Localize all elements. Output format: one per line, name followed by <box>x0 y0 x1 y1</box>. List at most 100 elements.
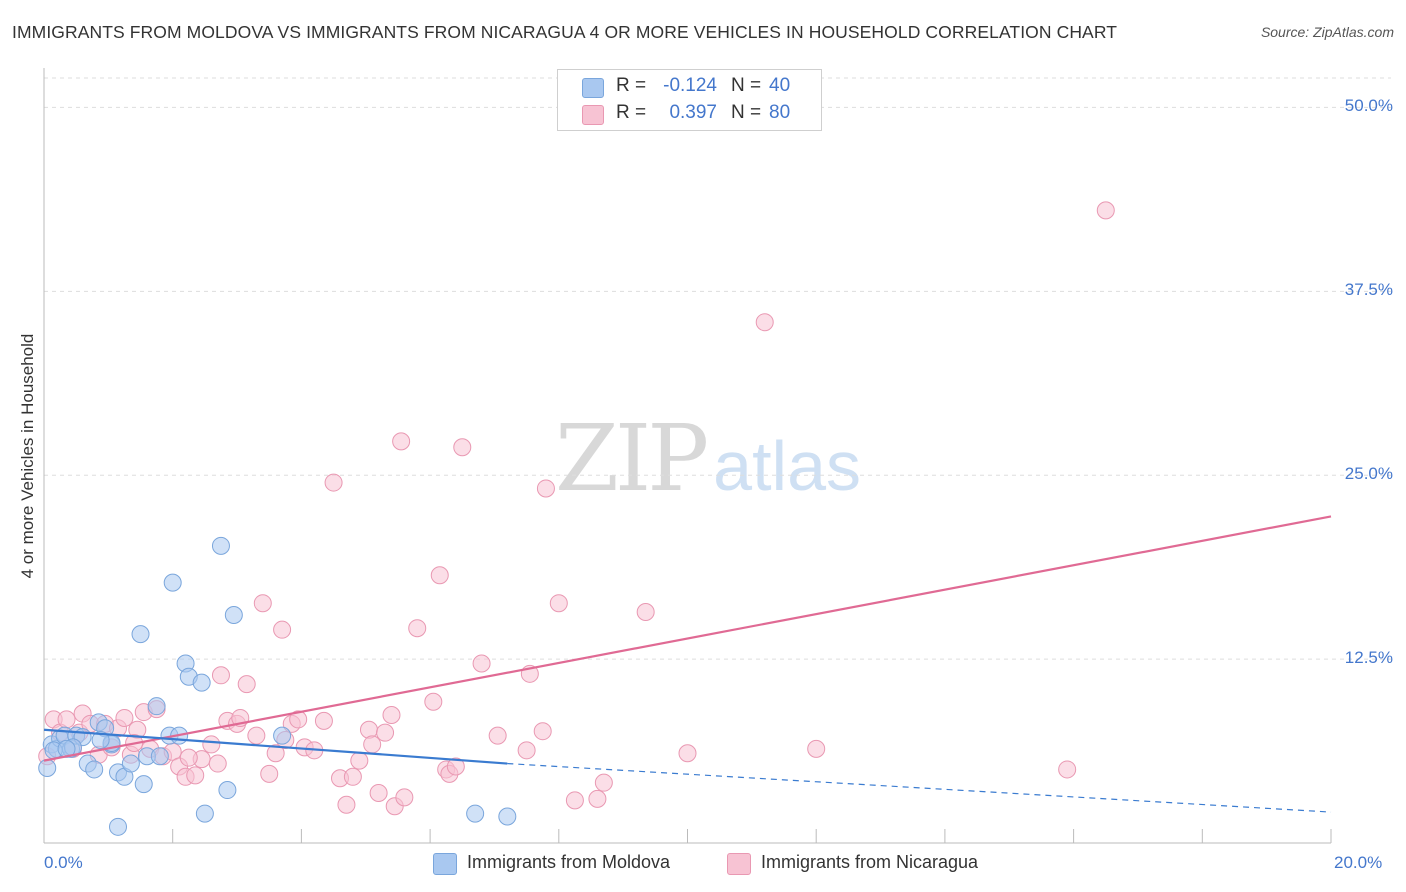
nicaragua-point <box>337 795 356 814</box>
correlation-stats-box: R = -0.124 N = 40 R = 0.397 N = 80 <box>557 69 822 131</box>
nicaragua-point <box>343 767 362 786</box>
watermark: ZIP atlas <box>555 405 861 512</box>
watermark-atlas: atlas <box>713 427 862 505</box>
nicaragua-point <box>517 741 536 760</box>
moldova-point <box>218 781 237 800</box>
stat-row-moldova: R = -0.124 N = 40 <box>558 75 821 101</box>
nicaragua-point <box>395 788 414 807</box>
nicaragua-point <box>324 473 343 492</box>
moldova-point <box>498 807 517 826</box>
moldova-point <box>150 747 169 766</box>
nicaragua-point <box>179 748 198 767</box>
nicaragua-point <box>359 720 378 739</box>
nicaragua-point <box>430 566 449 585</box>
y-tick-label: 12.5% <box>1344 648 1393 668</box>
nicaragua-point <box>536 479 555 498</box>
x-tick-label-max: 20.0% <box>1334 853 1383 872</box>
nicaragua-point <box>363 735 382 754</box>
moldova-point <box>466 804 485 823</box>
moldova-swatch <box>582 78 604 98</box>
moldova-point <box>195 804 214 823</box>
nicaragua-point <box>376 723 395 742</box>
nicaragua-point <box>260 764 279 783</box>
nicaragua-point <box>424 692 443 711</box>
r-value: 0.397 <box>669 102 717 123</box>
nicaragua-point <box>588 789 607 808</box>
source-label: Source: ZipAtlas.com <box>1260 24 1394 40</box>
r-value: -0.124 <box>663 75 717 96</box>
nicaragua-point <box>247 726 266 745</box>
nicaragua-point <box>446 757 465 776</box>
moldova-point <box>109 817 128 836</box>
n-label: N = <box>731 102 762 123</box>
nicaragua-point <box>202 735 221 754</box>
nicaragua-point <box>273 620 292 639</box>
x-tick-label-min: 0.0% <box>44 853 83 872</box>
nicaragua-point <box>636 603 655 622</box>
nicaragua-point <box>533 722 552 741</box>
nicaragua-swatch <box>582 105 604 125</box>
y-tick-label: 50.0% <box>1344 96 1393 116</box>
axes <box>43 68 1332 844</box>
y-tick-label: 37.5% <box>1344 280 1393 300</box>
moldova-point <box>121 754 140 773</box>
nicaragua-point <box>453 438 472 457</box>
nicaragua-point <box>392 432 411 451</box>
moldova-point <box>192 673 211 692</box>
nicaragua-point <box>208 754 227 773</box>
legend-moldova-label: Immigrants from Moldova <box>467 852 671 872</box>
legend-item-moldova: Immigrants from Moldova <box>433 852 713 876</box>
moldova-point <box>273 726 292 745</box>
moldova-point <box>131 625 150 644</box>
nicaragua-point <box>211 666 230 685</box>
moldova-point <box>91 731 110 750</box>
nicaragua-point <box>408 619 427 638</box>
legend-moldova-swatch <box>433 853 457 875</box>
moldova-trend-extension <box>507 762 1332 813</box>
y-axis-label: 4 or more Vehicles in Household <box>18 333 37 579</box>
nicaragua-point <box>186 766 205 785</box>
nicaragua-point <box>350 751 369 770</box>
nicaragua-point <box>369 783 388 802</box>
nicaragua-point <box>314 711 333 730</box>
nicaragua-point <box>678 744 697 763</box>
nicaragua-point <box>57 710 76 729</box>
legend-nicaragua-label: Immigrants from Nicaragua <box>761 852 979 872</box>
nicaragua-point <box>472 654 491 673</box>
nicaragua-point <box>115 708 134 727</box>
nicaragua-point <box>382 706 401 725</box>
nicaragua-point <box>253 594 272 613</box>
moldova-point <box>134 775 153 794</box>
nicaragua-point <box>1096 201 1115 220</box>
n-value: 40 <box>769 75 791 96</box>
nicaragua-trend-line <box>43 515 1332 762</box>
nicaragua-point <box>594 773 613 792</box>
r-label: R = <box>616 102 647 123</box>
nicaragua-point <box>237 675 256 694</box>
legend-nicaragua-swatch <box>727 853 751 875</box>
moldova-point <box>38 758 57 777</box>
nicaragua-point <box>755 313 774 332</box>
y-tick-label: 25.0% <box>1344 464 1393 484</box>
nicaragua-point <box>549 594 568 613</box>
moldova-point <box>163 573 182 592</box>
legend-item-nicaragua: Immigrants from Nicaragua <box>727 852 1027 876</box>
moldova-point <box>211 536 230 555</box>
stat-row-nicaragua: R = 0.397 N = 80 <box>558 102 821 128</box>
nicaragua-point <box>488 726 507 745</box>
grid-lines <box>44 77 1391 660</box>
n-value: 80 <box>769 102 791 123</box>
moldova-point <box>85 760 104 779</box>
chart-title: IMMIGRANTS FROM MOLDOVA VS IMMIGRANTS FR… <box>12 22 1118 42</box>
trend-lines <box>43 515 1332 813</box>
watermark-zip: ZIP <box>555 405 709 512</box>
moldova-trend-line <box>43 728 508 765</box>
nicaragua-point <box>266 744 285 763</box>
n-label: N = <box>731 75 762 96</box>
nicaragua-point <box>807 739 826 758</box>
moldova-point <box>147 697 166 716</box>
nicaragua-point <box>565 791 584 810</box>
r-label: R = <box>616 75 647 96</box>
moldova-point <box>224 605 243 624</box>
